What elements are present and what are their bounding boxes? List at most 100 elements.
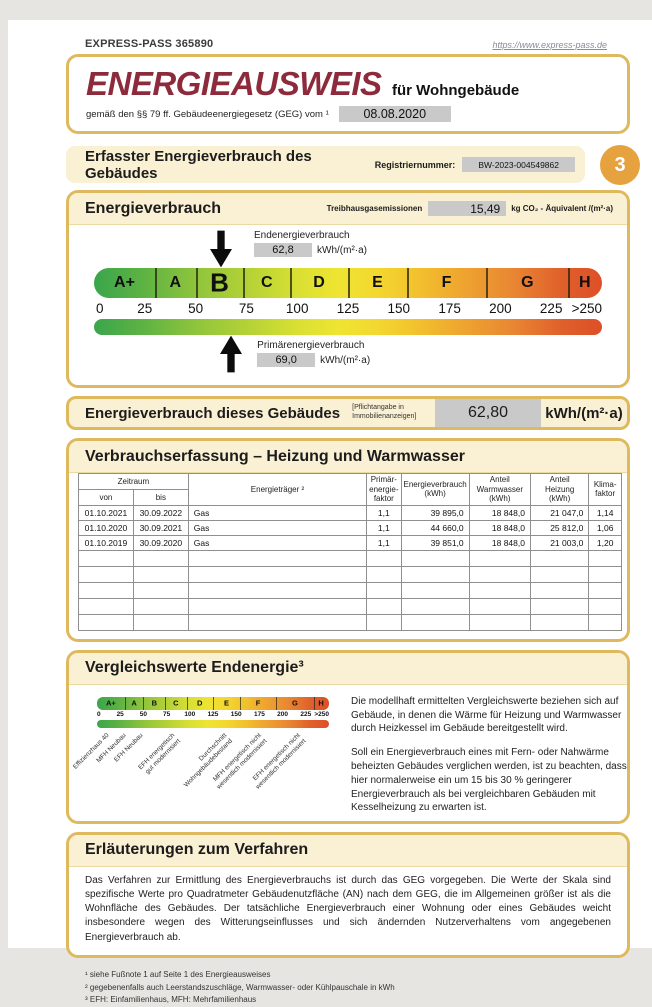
energieverbrauch-title: Energieverbrauch <box>85 199 222 217</box>
cell-von: 01.10.2021 <box>78 504 134 521</box>
erfasster-section-bar: Erfasster Energieverbrauch des Gebäudes … <box>66 146 585 183</box>
col-header-von: von <box>78 488 134 506</box>
col-header-energieverbrauch: Energieverbrauch (kWh) <box>400 473 470 506</box>
scale-tick: 75 <box>238 301 254 316</box>
energy-class-band: A+ A B C D E F G H <box>94 268 602 298</box>
verbrauch-table: Zeitraum Energieträger ² Primär- energie… <box>78 473 622 631</box>
document-title: ENERGIEAUSWEIS <box>86 65 382 102</box>
table-row-empty <box>78 549 622 567</box>
endenergie-value: 62,8 <box>254 243 312 257</box>
band-divider <box>195 268 198 298</box>
scale-tick: 50 <box>188 301 204 316</box>
erlaeuterungen-text: Das Verfahren zur Ermittlung des Energie… <box>85 874 611 943</box>
class-label-a: A <box>169 274 182 291</box>
verbrauch-table-box: Verbrauchserfassung – Heizung und Warmwa… <box>66 438 630 642</box>
primaerenergie-value: 69,0 <box>257 353 316 367</box>
cell-traeger: Gas <box>187 519 368 536</box>
verbrauch-table-title: Verbrauchserfassung – Heizung und Warmwa… <box>85 447 465 465</box>
building-energy-value: 62,80 <box>435 399 541 427</box>
cell-pef: 1,1 <box>366 534 402 551</box>
band-divider <box>155 268 158 298</box>
cell-verbrauch: 44 660,0 <box>400 519 470 536</box>
primaerenergie-label: Primärenergieverbrauch <box>257 340 365 351</box>
cell-bis: 30.09.2020 <box>132 534 189 551</box>
cell-verbrauch: 39 895,0 <box>400 504 470 521</box>
cell-traeger: Gas <box>187 534 368 551</box>
cell-pef: 1,1 <box>366 519 402 536</box>
scale-tick: 175 <box>438 301 461 316</box>
energieverbrauch-box: Energieverbrauch Treibhausgasemissionen … <box>66 190 630 388</box>
table-row: 01.10.2020 30.09.2021 Gas 1,1 44 660,0 1… <box>78 519 622 536</box>
treibhausgas-unit: kg CO₂ - Äquivalent /(m²·a) <box>511 204 613 213</box>
class-label-f: F <box>441 274 452 291</box>
title-box: ENERGIEAUSWEIS für Wohngebäude gemäß den… <box>66 54 630 134</box>
erlaeuterungen-box-header: Erläuterungen zum Verfahren <box>69 834 627 867</box>
cell-bis: 30.09.2022 <box>132 504 189 521</box>
document-subtitle: für Wohngebäude <box>392 82 520 99</box>
section-title: Erfasster Energieverbrauch des Gebäudes <box>85 147 312 182</box>
class-label-aplus: A+ <box>114 274 135 291</box>
band-divider <box>348 268 350 298</box>
col-header-zeitraum: Zeitraum <box>78 473 189 490</box>
band-divider <box>242 268 245 298</box>
col-header-warmwasser: Anteil Warmwasser (kWh) <box>468 473 531 506</box>
cell-von: 01.10.2019 <box>78 534 134 551</box>
table-row-empty <box>78 581 622 599</box>
scale-tick: 25 <box>137 301 153 316</box>
vergleich-paragraph-2: Soll ein Energieverbrauch eines mit Fern… <box>351 747 627 814</box>
col-header-energietraeger: Energieträger ² <box>187 473 368 506</box>
band-divider <box>486 268 489 298</box>
erlaeuterungen-title: Erläuterungen zum Verfahren <box>85 841 309 859</box>
cell-heizung: 25 812,0 <box>529 519 590 536</box>
primary-energy-band <box>94 319 602 335</box>
table-row-empty <box>78 565 622 583</box>
class-label-h: H <box>578 274 591 291</box>
verbrauch-table-header: Verbrauchserfassung – Heizung und Warmwa… <box>69 441 627 473</box>
class-label-g: G <box>521 274 534 291</box>
document-page: EXPRESS-PASS 365890 https://www.express-… <box>8 20 652 1004</box>
band-divider <box>407 268 410 298</box>
band-divider <box>290 268 293 298</box>
class-label-d: D <box>313 274 325 291</box>
cell-klima: 1,20 <box>588 534 622 551</box>
table-row-empty <box>78 613 622 631</box>
website-link[interactable]: https://www.express-pass.de <box>492 40 607 50</box>
scale-tick: >250 <box>571 301 602 316</box>
law-reference-text: gemäß den §§ 79 ff. Gebäudeenergiegesetz… <box>86 108 329 120</box>
energieverbrauch-box-header: Energieverbrauch Treibhausgasemissionen … <box>69 193 627 225</box>
cell-von: 01.10.2020 <box>78 519 134 536</box>
col-header-klimafaktor: Klima- faktor <box>588 473 622 506</box>
pflichtangabe-note: [Pflichtangabe in Immobilienanzeigen] <box>352 404 417 420</box>
cell-heizung: 21 003,0 <box>529 534 590 551</box>
scale-tick: 225 <box>539 301 563 316</box>
col-header-bis: bis <box>132 488 189 506</box>
vergleich-title: Vergleichswerte Endenergie³ <box>85 659 304 677</box>
treibhausgas-label: Treibhausgasemissionen <box>326 204 423 213</box>
cell-heizung: 21 047,0 <box>529 504 590 521</box>
vergleich-paragraph-1: Die modellhaft ermittelten Vergleichswer… <box>351 695 622 735</box>
vergleich-box-header: Vergleichswerte Endenergie³ <box>69 652 627 685</box>
erfasster-section-row: Erfasster Energieverbrauch des Gebäudes … <box>66 145 640 185</box>
doc-reference: EXPRESS-PASS 365890 <box>85 38 214 50</box>
table-row: 01.10.2019 30.09.2020 Gas 1,1 39 851,0 1… <box>78 534 622 551</box>
issue-date: 08.08.2020 <box>338 106 451 122</box>
scale-tick: 200 <box>489 301 512 316</box>
table-row-empty <box>78 597 622 615</box>
class-label-c: C <box>260 274 273 291</box>
cell-bis: 30.09.2021 <box>132 519 189 536</box>
band-divider <box>568 268 571 298</box>
cell-verbrauch: 39 851,0 <box>400 534 470 551</box>
cell-pef: 1,1 <box>366 504 402 521</box>
page-number-badge: 3 <box>600 145 640 185</box>
class-label-e: E <box>372 274 383 291</box>
table-row: 01.10.2021 30.09.2022 Gas 1,1 39 895,0 1… <box>78 504 622 521</box>
registration-number: BW-2023-004549862 <box>462 157 575 172</box>
primaerenergie-unit: kWh/(m²·a) <box>320 354 371 366</box>
building-value-bar: Energieverbrauch dieses Gebäudes [Pflich… <box>66 396 630 430</box>
endenergie-unit: kWh/(m²·a) <box>317 244 367 256</box>
building-energy-unit: kWh/(m²·a) <box>545 404 623 422</box>
comparison-labels: Effizienzhaus 40 MFH Neubau EFH Neubau E… <box>72 732 329 817</box>
erlaeuterungen-box: Erläuterungen zum Verfahren Das Verfahre… <box>66 831 630 958</box>
footnotes: ¹ siehe Fußnote 1 auf Seite 1 des Energi… <box>66 966 630 1007</box>
scale-tick: 125 <box>336 301 360 316</box>
